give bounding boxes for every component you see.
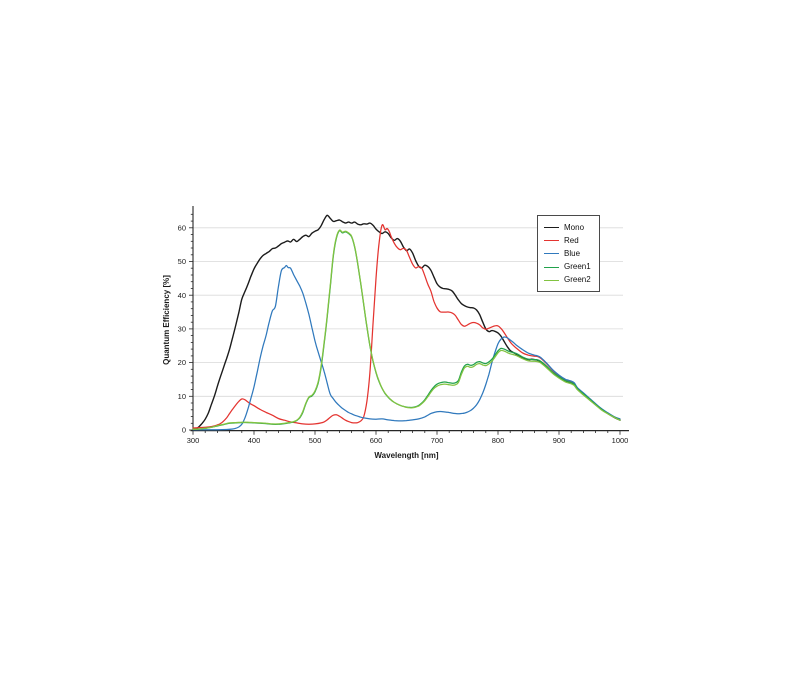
legend: Mono Red Blue Green1 Green2 <box>537 215 600 292</box>
x-tick-label-600: 600 <box>370 436 383 445</box>
x-tick-label-400: 400 <box>248 436 261 445</box>
x-tick-labels: 300 400 500 600 700 800 900 1000 <box>187 436 629 445</box>
y-tick-label-10: 10 <box>178 392 186 401</box>
y-tick-labels: 0 10 20 30 40 50 60 <box>178 223 186 434</box>
x-tick-label-300: 300 <box>187 436 200 445</box>
tick-marks <box>189 213 621 435</box>
x-tick-label-500: 500 <box>309 436 322 445</box>
y-tick-label-20: 20 <box>178 358 186 367</box>
y-tick-label-50: 50 <box>178 257 186 266</box>
legend-label: Green1 <box>564 262 591 272</box>
gridlines <box>193 227 623 397</box>
legend-line-swatch-green1 <box>544 266 559 268</box>
y-tick-label-30: 30 <box>178 325 186 334</box>
legend-label: Mono <box>564 222 585 232</box>
legend-item-green2: Green2 <box>544 274 591 287</box>
legend-item-red: Red <box>544 234 591 247</box>
legend-line-swatch-green2 <box>544 279 559 281</box>
x-axis-title: Wavelength [nm] <box>374 451 439 460</box>
y-tick-label-40: 40 <box>178 291 186 300</box>
y-tick-label-60: 60 <box>178 223 186 232</box>
x-tick-label-800: 800 <box>492 436 505 445</box>
y-tick-label-0: 0 <box>182 426 186 435</box>
series-line-red <box>192 224 621 429</box>
legend-label: Red <box>564 235 579 245</box>
legend-line-swatch-red <box>544 240 559 242</box>
legend-item-blue: Blue <box>544 247 591 260</box>
y-axis-title: Quantum Efficiency [%] <box>162 275 171 365</box>
legend-item-green1: Green1 <box>544 261 591 274</box>
series-line-blue <box>192 264 621 431</box>
x-tick-label-900: 900 <box>553 436 566 445</box>
axes <box>190 206 629 432</box>
legend-item-mono: Mono <box>544 221 591 234</box>
series-lines <box>192 214 621 431</box>
x-tick-label-1000: 1000 <box>612 436 629 445</box>
legend-label: Blue <box>564 248 581 258</box>
x-tick-label-700: 700 <box>431 436 444 445</box>
legend-line-swatch-mono <box>544 227 559 229</box>
series-line-green2 <box>192 229 621 430</box>
legend-line-swatch-blue <box>544 253 559 255</box>
legend-label: Green2 <box>564 275 591 285</box>
